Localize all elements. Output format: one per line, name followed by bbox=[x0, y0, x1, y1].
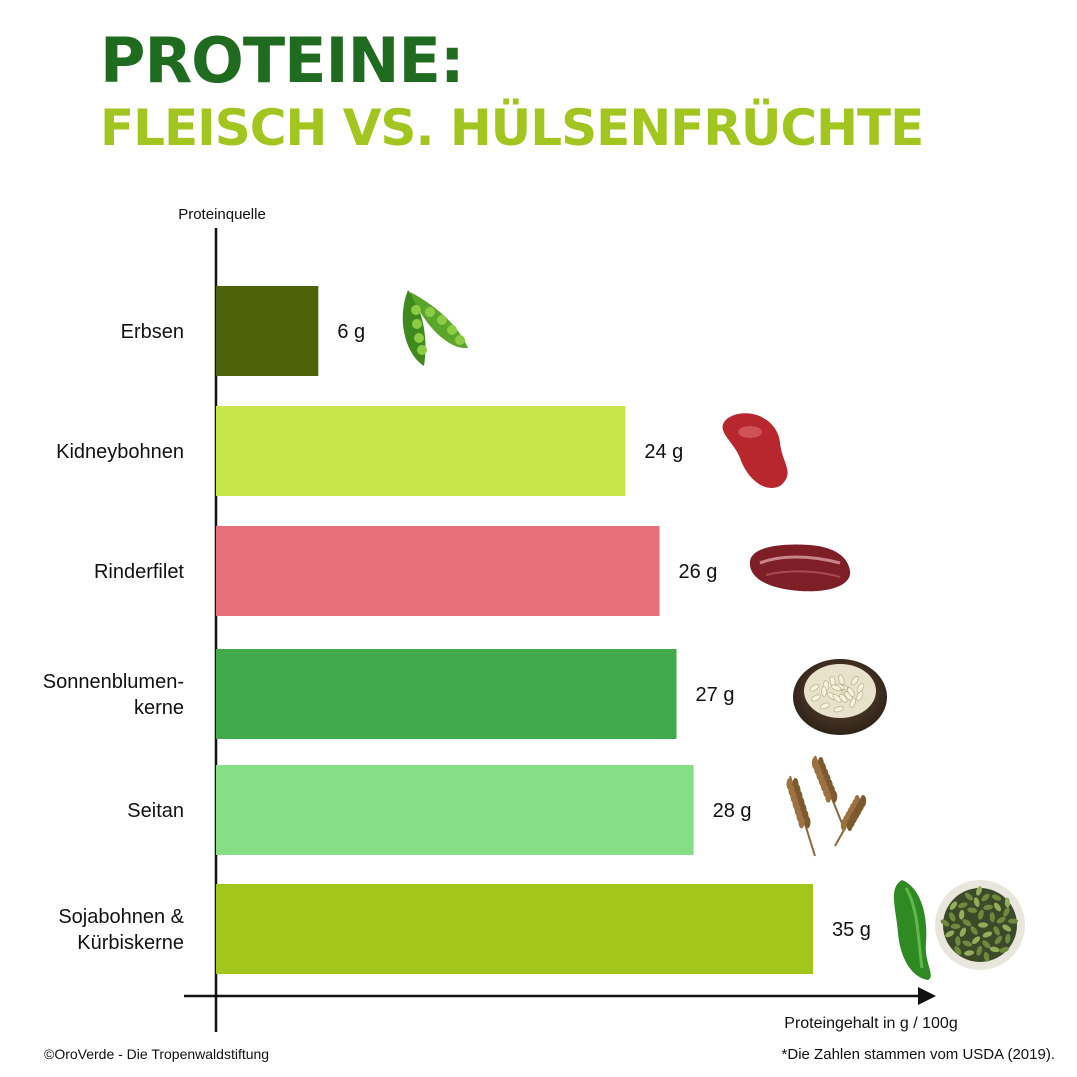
category-label: Sojabohnen & Kürbiskerne bbox=[58, 906, 184, 954]
bar bbox=[216, 286, 319, 376]
pea-pod-icon bbox=[402, 290, 468, 366]
category-label-line: Rinderfilet bbox=[94, 561, 184, 583]
copyright-note: ©OroVerde - Die Tropenwaldstiftung bbox=[44, 1046, 270, 1062]
bar bbox=[216, 526, 660, 616]
bar bbox=[216, 884, 813, 974]
category-label-line: Seitan bbox=[127, 800, 184, 822]
sunflower-seeds-bowl-icon bbox=[793, 659, 887, 735]
value-label: 24 g bbox=[644, 441, 683, 463]
bar bbox=[216, 649, 677, 739]
x-axis-arrow bbox=[918, 987, 936, 1005]
bar bbox=[216, 765, 694, 855]
category-label-line: kerne bbox=[134, 697, 184, 719]
category-label: Kidneybohnen bbox=[56, 441, 184, 463]
page-subtitle: FLEISCH VS. HÜLSENFRÜCHTE bbox=[100, 99, 924, 157]
value-label: 28 g bbox=[713, 800, 752, 822]
category-label: Rinderfilet bbox=[94, 561, 184, 583]
bar bbox=[216, 406, 626, 496]
beef-steak-icon bbox=[749, 544, 851, 592]
pumpkin-seeds-bowl-icon bbox=[935, 880, 1025, 970]
category-label-line: Kürbiskerne bbox=[77, 932, 184, 954]
page-title: PROTEINE: bbox=[100, 24, 465, 97]
category-label-line: Kidneybohnen bbox=[56, 441, 184, 463]
category-label: Erbsen bbox=[121, 321, 184, 343]
y-axis-label: Proteinquelle bbox=[178, 206, 266, 223]
category-label-line: Sonnenblumen- bbox=[43, 671, 184, 693]
kidney-bean-icon bbox=[722, 413, 788, 488]
wheat-ears-icon bbox=[786, 755, 867, 857]
value-label: 6 g bbox=[337, 321, 365, 343]
category-label-line: Erbsen bbox=[121, 321, 184, 343]
value-label: 27 g bbox=[696, 684, 735, 706]
value-label: 26 g bbox=[678, 561, 717, 583]
category-label-line: Sojabohnen & bbox=[58, 906, 184, 928]
source-note: *Die Zahlen stammen vom USDA (2019). bbox=[781, 1046, 1055, 1063]
category-label: Seitan bbox=[127, 800, 184, 822]
soybean-pod-icon bbox=[893, 880, 931, 980]
x-axis-label: Proteingehalt in g / 100g bbox=[784, 1015, 957, 1032]
value-label: 35 g bbox=[832, 919, 871, 941]
category-label: Sonnenblumen-kerne bbox=[43, 671, 184, 719]
